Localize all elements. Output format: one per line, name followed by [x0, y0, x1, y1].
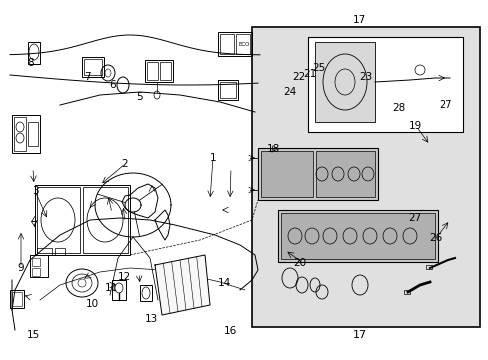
Bar — [218, 32, 251, 56]
Bar — [258, 148, 377, 200]
Text: 10: 10 — [85, 299, 98, 309]
Text: 12: 12 — [118, 272, 131, 282]
Bar — [37, 187, 80, 253]
Text: 8: 8 — [27, 58, 34, 68]
Text: 5: 5 — [136, 92, 142, 102]
Text: 15: 15 — [26, 330, 40, 340]
Text: 18: 18 — [266, 144, 280, 154]
Bar — [10, 290, 24, 308]
Text: 24: 24 — [282, 87, 296, 97]
Text: 19: 19 — [408, 121, 422, 131]
Text: 27: 27 — [438, 100, 450, 110]
Polygon shape — [155, 255, 209, 315]
Bar — [12, 115, 40, 153]
Bar — [30, 255, 48, 277]
Bar — [14, 117, 26, 151]
Bar — [261, 151, 312, 197]
Bar — [112, 280, 126, 300]
Text: 13: 13 — [144, 314, 158, 324]
Bar — [425, 265, 431, 269]
Text: 22: 22 — [292, 72, 305, 82]
Bar — [251, 27, 479, 327]
Text: 16: 16 — [224, 326, 237, 336]
Text: 11: 11 — [104, 283, 118, 293]
Text: 27: 27 — [407, 213, 421, 223]
Text: 28: 28 — [391, 103, 405, 113]
Bar — [37, 248, 52, 255]
Text: 26: 26 — [428, 233, 442, 243]
Bar — [28, 42, 40, 64]
Text: 1: 1 — [209, 153, 216, 163]
Bar — [278, 210, 437, 262]
Text: ECO: ECO — [238, 41, 249, 46]
Bar — [145, 60, 173, 82]
Bar — [220, 82, 236, 98]
Text: 9: 9 — [17, 263, 24, 273]
Bar — [236, 34, 249, 54]
Bar — [218, 80, 238, 100]
Bar — [220, 34, 234, 54]
Bar — [84, 59, 102, 75]
Bar — [147, 62, 158, 80]
Bar — [83, 187, 128, 253]
Text: 6: 6 — [109, 80, 116, 90]
Bar — [281, 213, 434, 259]
Bar — [314, 42, 374, 122]
Text: 17: 17 — [352, 15, 366, 25]
Text: 14: 14 — [217, 278, 230, 288]
Bar — [55, 248, 65, 255]
Bar — [82, 57, 104, 77]
Bar — [307, 37, 462, 132]
Text: 21: 21 — [303, 69, 316, 79]
Text: 7: 7 — [83, 72, 90, 82]
Bar — [28, 122, 38, 146]
Bar — [35, 185, 130, 255]
Text: 20: 20 — [293, 258, 305, 268]
Bar — [12, 292, 22, 306]
Bar — [32, 268, 40, 276]
Text: 4: 4 — [31, 216, 38, 226]
Bar — [160, 62, 171, 80]
Bar — [32, 258, 40, 266]
Bar — [403, 290, 409, 294]
Bar — [140, 285, 152, 301]
Text: 23: 23 — [358, 72, 372, 82]
Text: 17: 17 — [352, 330, 366, 340]
Text: 3: 3 — [32, 186, 39, 196]
Text: 25: 25 — [311, 63, 325, 73]
Text: 2: 2 — [121, 159, 128, 169]
Bar — [315, 151, 374, 197]
